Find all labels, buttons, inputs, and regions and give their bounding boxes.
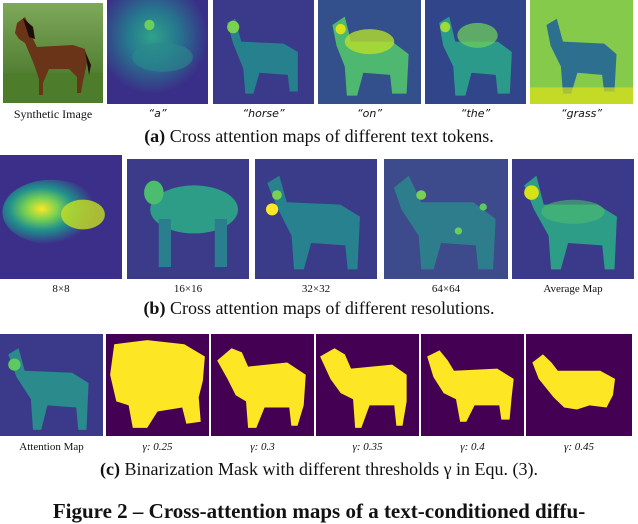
- binary-mask-0-25: [106, 334, 209, 436]
- attention-map-token-the: [425, 0, 526, 104]
- label-token-the: “the”: [460, 107, 491, 120]
- caption-c-text: Binarization Mask with different thresho…: [119, 459, 539, 479]
- attention-map-source: [0, 334, 103, 436]
- label-token-horse: “horse”: [242, 107, 285, 120]
- attention-map-token-on: [318, 0, 421, 104]
- attention-map-token-a: [107, 0, 208, 104]
- caption-b-text: Cross attention maps of different resolu…: [165, 298, 495, 318]
- binary-mask-0-35: [316, 334, 419, 436]
- figure-title: Figure 2 – Cross-attention maps of a tex…: [52, 499, 586, 523]
- label-gamma-0-25: γ: 0.25: [142, 441, 173, 453]
- label-gamma-0-3: γ: 0.3: [250, 441, 275, 453]
- attention-map-64x64: [384, 159, 508, 279]
- attention-map-32x32: [255, 159, 377, 279]
- caption-c-prefix: (c): [99, 459, 120, 479]
- label-token-a: “a”: [148, 107, 167, 120]
- label-average-map: Average Map: [543, 283, 603, 295]
- caption-b-prefix: (b): [143, 298, 166, 318]
- attention-map-token-grass: [530, 0, 633, 104]
- caption-c: (c) Binarization Mask with different thr…: [0, 459, 638, 480]
- caption-a: (a) Cross attention maps of different te…: [0, 126, 638, 147]
- caption-a-text: Cross attention maps of different text t…: [165, 126, 494, 146]
- caption-a-prefix: (a): [144, 126, 166, 146]
- label-gamma-0-45: γ: 0.45: [564, 441, 594, 453]
- label-synthetic-image: Synthetic Image: [13, 107, 93, 121]
- caption-b: (b) Cross attention maps of different re…: [0, 298, 638, 319]
- binary-mask-0-3: [211, 334, 314, 436]
- synthetic-horse-image: [3, 3, 103, 103]
- label-8x8: 8×8: [52, 283, 70, 295]
- attention-map-average: [512, 159, 634, 279]
- label-token-on: “on”: [356, 107, 383, 120]
- attention-map-8x8: [0, 155, 122, 279]
- label-64x64: 64×64: [431, 283, 461, 295]
- label-gamma-0-4: γ: 0.4: [460, 441, 485, 453]
- attention-map-token-horse: [213, 0, 314, 104]
- label-32x32: 32×32: [301, 283, 331, 295]
- label-16x16: 16×16: [173, 283, 203, 295]
- label-attention-map: Attention Map: [19, 441, 84, 453]
- label-token-grass: “grass”: [560, 107, 603, 120]
- attention-map-16x16: [127, 159, 249, 279]
- binary-mask-0-45: [526, 334, 632, 436]
- label-gamma-0-35: γ: 0.35: [352, 441, 383, 453]
- binary-mask-0-4: [421, 334, 524, 436]
